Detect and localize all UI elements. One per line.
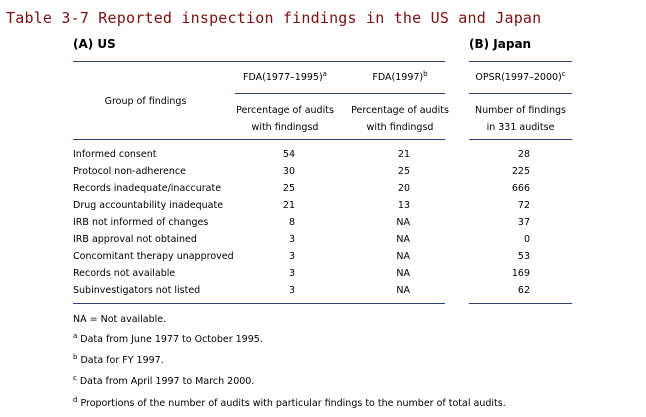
cell-fda-1977-1995: 21 bbox=[282, 200, 295, 211]
col-header-fda-1997: FDA(1997)b bbox=[372, 70, 428, 84]
cell-opsr: 62 bbox=[517, 285, 530, 296]
cell-fda-1977-1995: 30 bbox=[282, 166, 295, 177]
cell-opsr: 666 bbox=[511, 183, 530, 194]
cell-opsr: 225 bbox=[511, 166, 530, 177]
subheader-opsr-line2: in 331 auditse bbox=[486, 122, 555, 133]
footnote-a: a Data from June 1977 to October 1995. bbox=[73, 332, 263, 346]
cell-group: Records not available bbox=[73, 268, 176, 279]
cell-group: Protocol non-adherence bbox=[73, 166, 186, 177]
cell-fda-1977-1995: 8 bbox=[288, 217, 295, 228]
cell-fda-1997: 25 bbox=[397, 166, 410, 177]
cell-opsr: 53 bbox=[517, 251, 530, 262]
header-rule-us bbox=[235, 93, 445, 94]
top-rule-us bbox=[73, 61, 445, 62]
cell-opsr: 37 bbox=[517, 217, 530, 228]
cell-fda-1977-1995: 3 bbox=[288, 268, 295, 279]
cell-fda-1997: NA bbox=[396, 268, 410, 279]
subheader-fda-1977-1995-line2: with findingsd bbox=[251, 122, 319, 133]
section-label-us: (A) US bbox=[73, 37, 116, 51]
cell-group: Informed consent bbox=[73, 149, 157, 160]
cell-group: Drug accountability inadequate bbox=[73, 200, 224, 211]
cell-fda-1997: NA bbox=[396, 234, 410, 245]
cell-opsr: 28 bbox=[517, 149, 530, 160]
cell-group: Subinvestigators not listed bbox=[73, 285, 201, 296]
cell-fda-1997: 20 bbox=[397, 183, 410, 194]
footnote-c: c Data from April 1997 to March 2000. bbox=[73, 374, 255, 388]
cell-opsr: 169 bbox=[511, 268, 530, 279]
cell-opsr: 0 bbox=[523, 234, 530, 245]
col-header-fda-1977-1995: FDA(1977–1995)a bbox=[243, 70, 327, 84]
header-bottom-rule-japan bbox=[469, 139, 572, 140]
footnote-b: b Data for FY 1997. bbox=[73, 353, 164, 367]
footnote-d: d Proportions of the number of audits wit… bbox=[73, 396, 506, 410]
subheader-fda-1977-1995-line1: Percentage of audits bbox=[236, 105, 334, 116]
cell-group: IRB approval not obtained bbox=[73, 234, 197, 245]
col-header-group: Group of findings bbox=[104, 96, 187, 107]
cell-fda-1997: NA bbox=[396, 217, 410, 228]
subheader-fda-1997-line1: Percentage of audits bbox=[351, 105, 449, 116]
footnote-na: NA = Not available. bbox=[73, 314, 167, 325]
table-title: Table 3-7 Reported inspection findings i… bbox=[6, 9, 542, 27]
cell-fda-1997: NA bbox=[396, 251, 410, 262]
header-bottom-rule-us bbox=[73, 139, 445, 140]
cell-fda-1977-1995: 3 bbox=[288, 234, 295, 245]
subheader-fda-1997-line2: with findingsd bbox=[366, 122, 434, 133]
header-rule-japan bbox=[469, 93, 572, 94]
cell-group: Concomitant therapy unapproved bbox=[73, 251, 234, 262]
cell-fda-1977-1995: 3 bbox=[288, 251, 295, 262]
cell-fda-1977-1995: 3 bbox=[288, 285, 295, 296]
bottom-rule-us bbox=[73, 303, 445, 304]
section-label-japan: (B) Japan bbox=[469, 37, 532, 51]
cell-fda-1977-1995: 25 bbox=[282, 183, 295, 194]
cell-opsr: 72 bbox=[517, 200, 530, 211]
cell-fda-1997: 13 bbox=[397, 200, 410, 211]
subheader-opsr-line1: Number of findings bbox=[474, 105, 567, 116]
bottom-rule-japan bbox=[469, 303, 572, 304]
top-rule-japan bbox=[469, 61, 572, 62]
cell-fda-1997: NA bbox=[396, 285, 410, 296]
cell-fda-1977-1995: 54 bbox=[282, 149, 295, 160]
col-header-opsr: OPSR(1997–2000)c bbox=[475, 70, 566, 84]
cell-group: Records inadequate/inaccurate bbox=[73, 183, 222, 194]
cell-fda-1997: 21 bbox=[397, 149, 410, 160]
cell-group: IRB not informed of changes bbox=[73, 217, 209, 228]
